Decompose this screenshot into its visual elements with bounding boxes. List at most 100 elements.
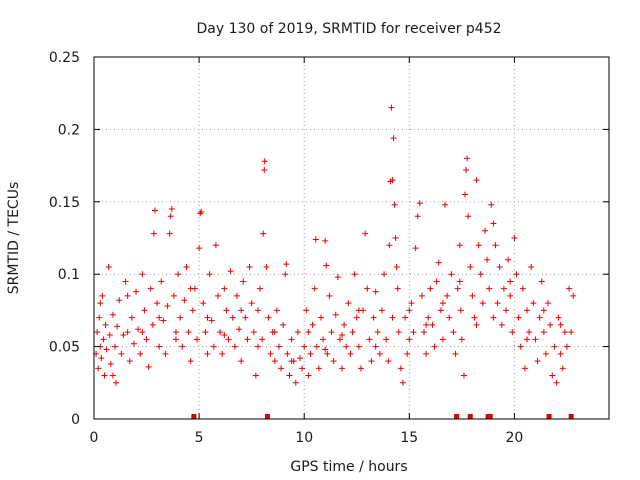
- data-point: [498, 321, 505, 328]
- data-point: [97, 300, 104, 307]
- data-point: [534, 358, 541, 365]
- data-point: [275, 343, 282, 350]
- data-point: [330, 358, 337, 365]
- data-point: [326, 292, 333, 299]
- data-point: [227, 268, 234, 275]
- data-point: [372, 343, 379, 350]
- data-point: [524, 307, 531, 314]
- data-point: [532, 336, 539, 343]
- data-point: [355, 307, 362, 314]
- data-point: [519, 285, 526, 292]
- data-point: [339, 332, 346, 339]
- data-point: [98, 355, 105, 362]
- data-point: [542, 350, 549, 357]
- y-axis-label: SRMTID / TECUs: [6, 182, 22, 295]
- data-point: [183, 263, 190, 270]
- data-point: [507, 292, 514, 299]
- data-point: [458, 336, 465, 343]
- data-point: [528, 263, 535, 270]
- data-point: [484, 256, 491, 263]
- data-point: [238, 307, 245, 314]
- data-point: [400, 379, 406, 386]
- data-point: [164, 303, 171, 310]
- data-point: [130, 340, 137, 347]
- data-point: [305, 372, 312, 379]
- data-point: [273, 307, 280, 314]
- data-point: [339, 365, 346, 372]
- data-point: [536, 314, 543, 321]
- data-point: [503, 307, 509, 314]
- data-point: [162, 350, 169, 357]
- data-point: [473, 321, 480, 328]
- data-point: [386, 242, 393, 249]
- data-point: [473, 177, 480, 184]
- data-point: [147, 285, 154, 292]
- data-point: [292, 379, 299, 386]
- data-point: [109, 311, 116, 318]
- data-point: [563, 343, 570, 350]
- data-point: [320, 336, 327, 343]
- data-point: [490, 314, 497, 321]
- data-point: [515, 314, 522, 321]
- data-point: [341, 321, 348, 328]
- data-point: [116, 297, 123, 304]
- data-point: [410, 329, 417, 336]
- data-point: [450, 329, 457, 336]
- data-point: [349, 329, 356, 336]
- data-point: [509, 329, 516, 336]
- data-point: [390, 135, 397, 142]
- x-tick-label: 5: [195, 430, 204, 446]
- data-point: [463, 166, 470, 173]
- data-point: [446, 314, 453, 321]
- data-point: [210, 343, 217, 350]
- data-point: [416, 200, 423, 207]
- data-point: [553, 379, 560, 386]
- data-point: [307, 350, 314, 357]
- data-point: [385, 358, 392, 365]
- data-point: [172, 336, 179, 343]
- data-point: [439, 300, 446, 307]
- data-point: [168, 206, 175, 213]
- data-point: [448, 271, 455, 278]
- data-point: [137, 350, 144, 357]
- data-point: [464, 155, 471, 162]
- data-point: [179, 343, 186, 350]
- data-point: [145, 363, 152, 370]
- data-point: [172, 329, 179, 336]
- data-point: [328, 329, 335, 336]
- data-point: [322, 237, 329, 244]
- data-point: [282, 271, 289, 278]
- data-point: [427, 285, 434, 292]
- data-point: [530, 300, 537, 307]
- x-tick-label: 10: [295, 430, 313, 446]
- data-point: [118, 350, 125, 357]
- data-point: [421, 329, 428, 336]
- data-point: [150, 230, 157, 237]
- data-point: [322, 346, 329, 353]
- bottom-marker: [191, 414, 197, 419]
- data-point: [221, 285, 228, 292]
- data-point: [549, 372, 556, 379]
- data-point: [170, 292, 177, 299]
- data-point: [154, 300, 161, 307]
- data-point: [283, 261, 290, 268]
- y-tick-label: 0.2: [58, 122, 80, 138]
- data-point: [303, 307, 310, 314]
- bottom-markers: [191, 414, 574, 419]
- data-point: [362, 230, 369, 237]
- data-point: [488, 201, 495, 208]
- data-point: [490, 220, 497, 227]
- data-point: [324, 350, 331, 357]
- x-tick-label: 15: [400, 430, 418, 446]
- data-point: [309, 321, 316, 328]
- data-point: [570, 292, 577, 299]
- data-point: [96, 314, 103, 321]
- data-point: [526, 329, 533, 336]
- data-point: [267, 350, 274, 357]
- data-point: [334, 274, 341, 281]
- data-point: [99, 292, 106, 299]
- data-point: [124, 329, 131, 336]
- data-point: [122, 278, 129, 285]
- data-point: [336, 336, 343, 343]
- data-point: [457, 307, 464, 314]
